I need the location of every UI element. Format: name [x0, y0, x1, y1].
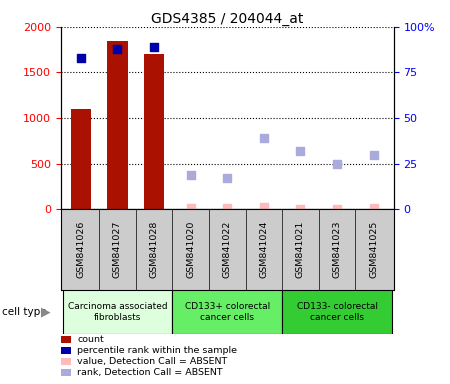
Point: [297, 205, 304, 212]
Text: cell type: cell type: [2, 307, 47, 317]
Text: GSM841022: GSM841022: [223, 221, 232, 278]
FancyBboxPatch shape: [282, 290, 392, 334]
Point: [77, 55, 85, 61]
Text: GSM841020: GSM841020: [186, 221, 195, 278]
Text: GSM841025: GSM841025: [369, 221, 378, 278]
Text: GSM841023: GSM841023: [333, 221, 342, 278]
Text: Carcinoma associated
fibroblasts: Carcinoma associated fibroblasts: [68, 302, 167, 322]
Point: [333, 205, 341, 212]
Point: [187, 172, 194, 178]
Text: percentile rank within the sample: percentile rank within the sample: [77, 346, 238, 355]
Text: value, Detection Call = ABSENT: value, Detection Call = ABSENT: [77, 357, 228, 366]
Title: GDS4385 / 204044_at: GDS4385 / 204044_at: [151, 12, 303, 26]
Text: GSM841026: GSM841026: [76, 221, 86, 278]
Point: [187, 205, 194, 211]
Point: [224, 175, 231, 181]
Bar: [108, 41, 127, 209]
Point: [224, 205, 231, 211]
Point: [260, 204, 267, 210]
Text: GSM841024: GSM841024: [259, 221, 268, 278]
FancyBboxPatch shape: [172, 290, 282, 334]
Text: GSM841028: GSM841028: [149, 221, 158, 278]
Point: [370, 152, 377, 158]
Point: [260, 135, 267, 141]
Text: GSM841021: GSM841021: [296, 221, 305, 278]
Point: [297, 148, 304, 154]
Point: [114, 46, 121, 52]
Text: rank, Detection Call = ABSENT: rank, Detection Call = ABSENT: [77, 367, 223, 377]
FancyBboxPatch shape: [63, 290, 172, 334]
Bar: [144, 54, 164, 209]
Bar: [71, 109, 91, 209]
Text: CD133- colorectal
cancer cells: CD133- colorectal cancer cells: [297, 302, 378, 322]
Point: [150, 44, 158, 50]
Text: GSM841027: GSM841027: [113, 221, 122, 278]
Text: ▶: ▶: [41, 306, 51, 318]
Point: [333, 161, 341, 167]
Point: [370, 205, 377, 212]
Text: count: count: [77, 335, 104, 344]
Text: CD133+ colorectal
cancer cells: CD133+ colorectal cancer cells: [184, 302, 270, 322]
